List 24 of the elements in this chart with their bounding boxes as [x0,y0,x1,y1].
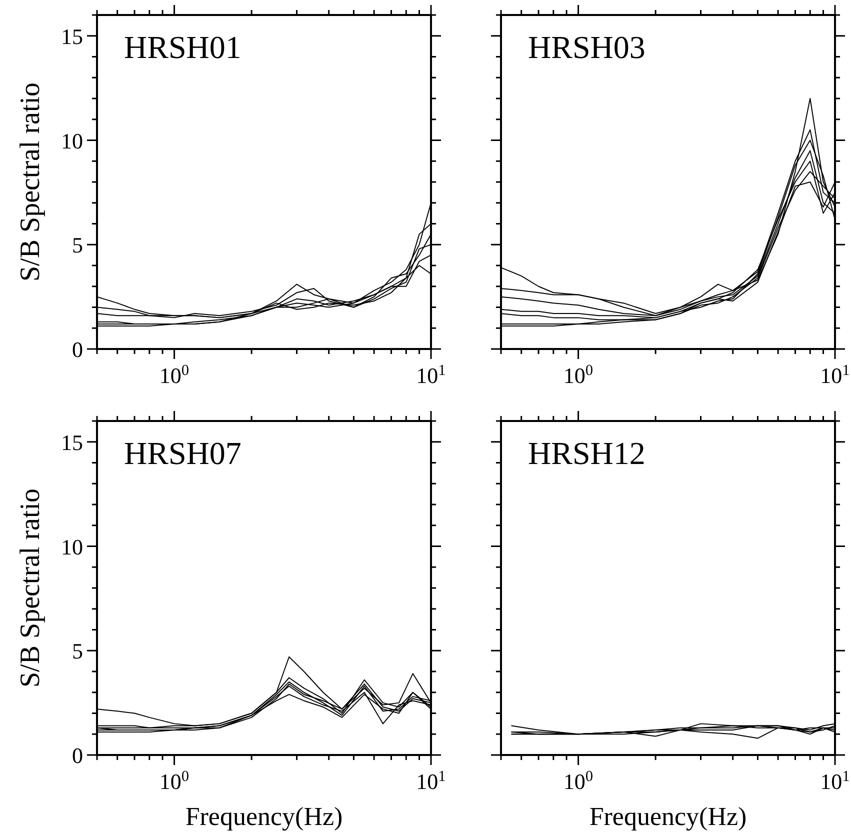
chart-title: HRSH12 [528,435,646,471]
x-axis-title: Frequency(Hz) [589,802,747,831]
x-tick-label: 10$^{1}$ [820,362,850,388]
y-tick-label: 10 [61,534,83,560]
y-axis-title: S/B Spectral ratio [15,82,46,282]
x-axis-title: Frequency(Hz) [185,802,343,831]
chart-title: HRSH03 [528,29,646,65]
y-tick-label: 0 [72,337,83,362]
x-tick-label: 10$^{0}$ [563,362,594,388]
y-tick-label: 0 [72,743,83,768]
x-tick-label: 10$^{0}$ [159,362,190,388]
y-axis-title: S/B Spectral ratio [15,488,46,688]
y-tick-label: 5 [72,232,83,258]
chart-title: HRSH01 [124,29,242,65]
y-tick-label: 10 [61,128,83,154]
chart-title: HRSH07 [124,435,242,471]
y-tick-label: 5 [72,638,83,664]
x-tick-label: 10$^{0}$ [159,768,190,794]
y-tick-label: 15 [61,24,83,49]
y-tick-label: 15 [61,430,83,455]
x-tick-label: 10$^{1}$ [820,768,850,794]
x-tick-label: 10$^{1}$ [416,362,446,388]
x-tick-label: 10$^{0}$ [563,768,594,794]
x-tick-label: 10$^{1}$ [416,768,446,794]
